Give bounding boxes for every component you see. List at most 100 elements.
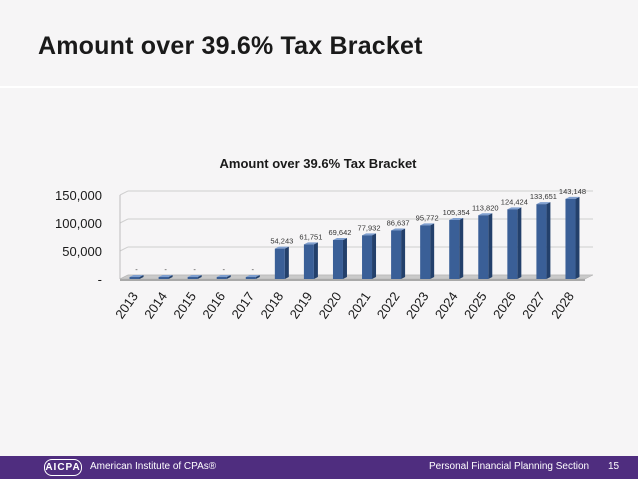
bar-2013 bbox=[129, 275, 144, 279]
x-tick-label-2024: 2024 bbox=[432, 289, 461, 321]
bar-2017 bbox=[245, 275, 260, 279]
bar-2019 bbox=[303, 242, 318, 279]
y-tick-label: 100,000 bbox=[55, 216, 102, 231]
bar-front bbox=[536, 204, 547, 279]
chart-floor-edge bbox=[120, 279, 585, 281]
data-label-2024: 105,354 bbox=[443, 208, 470, 217]
bar-side bbox=[226, 275, 231, 279]
data-label-2022: 86,637 bbox=[387, 218, 410, 227]
bar-2027 bbox=[536, 202, 551, 279]
bar-side bbox=[546, 202, 551, 279]
data-label-2016: - bbox=[222, 265, 225, 274]
data-label-2019: 61,751 bbox=[299, 232, 322, 241]
bar-2024 bbox=[449, 218, 464, 279]
bar-2018 bbox=[274, 246, 289, 279]
bar-side bbox=[488, 213, 493, 279]
bar-side bbox=[459, 218, 464, 279]
data-label-2025: 113,820 bbox=[472, 203, 499, 212]
bar-side bbox=[139, 275, 144, 279]
bar-front bbox=[507, 209, 518, 279]
bar-top bbox=[507, 207, 522, 210]
bar-2028 bbox=[565, 196, 580, 279]
bar-front bbox=[303, 244, 314, 279]
aicpa-logo: AICPA bbox=[44, 459, 82, 476]
section-name: Personal Financial Planning Section bbox=[429, 461, 590, 472]
data-label-2018: 54,243 bbox=[270, 237, 293, 246]
bar-2014 bbox=[158, 275, 173, 279]
bar-top bbox=[274, 246, 289, 249]
bar-front bbox=[449, 220, 460, 279]
bar-front bbox=[332, 240, 343, 279]
bar-top bbox=[478, 213, 493, 216]
bar-2022 bbox=[391, 228, 406, 279]
data-label-2013: - bbox=[135, 265, 138, 274]
bar-front bbox=[391, 230, 402, 279]
bar-front bbox=[274, 248, 285, 279]
data-label-2014: - bbox=[164, 265, 167, 274]
bar-chart: Amount over 39.6% Tax Bracket - - - - - 54,24… bbox=[55, 156, 594, 321]
bar-2016 bbox=[216, 275, 231, 279]
y-tick-label: - bbox=[98, 272, 102, 287]
bar-side bbox=[430, 223, 435, 279]
x-tick-label-2020: 2020 bbox=[316, 289, 345, 321]
bar-front bbox=[362, 235, 373, 279]
bar-side bbox=[342, 238, 347, 279]
x-tick-label-2025: 2025 bbox=[461, 289, 490, 321]
bar-2026 bbox=[507, 207, 522, 279]
x-tick-label-2027: 2027 bbox=[519, 289, 548, 321]
data-label-2026: 124,424 bbox=[501, 197, 528, 206]
bar-2023 bbox=[420, 223, 435, 279]
bar-side bbox=[517, 207, 522, 279]
bar-front bbox=[478, 215, 489, 279]
x-tick-label-2023: 2023 bbox=[403, 289, 432, 321]
bar-front bbox=[129, 277, 140, 279]
bar-top bbox=[129, 275, 144, 277]
bar-top bbox=[216, 275, 231, 277]
title-divider bbox=[0, 86, 638, 88]
bar-top bbox=[420, 223, 435, 226]
bar-front bbox=[420, 225, 431, 279]
bar-side bbox=[313, 242, 318, 279]
data-label-2015: - bbox=[193, 265, 196, 274]
bar-top bbox=[187, 275, 202, 277]
data-label-2028: 143,148 bbox=[559, 187, 586, 196]
bar-top bbox=[245, 275, 260, 277]
bar-top bbox=[536, 202, 551, 205]
bar-side bbox=[372, 233, 377, 279]
org-name: American Institute of CPAs® bbox=[90, 461, 217, 472]
x-tick-label-2017: 2017 bbox=[228, 289, 257, 321]
x-tick-label-2013: 2013 bbox=[112, 289, 141, 321]
chart-title: Amount over 39.6% Tax Bracket bbox=[220, 156, 418, 171]
data-label-2021: 77,932 bbox=[358, 223, 381, 232]
bar-front bbox=[187, 277, 198, 279]
y-tick-label: 50,000 bbox=[62, 244, 102, 259]
bar-2025 bbox=[478, 213, 493, 279]
bar-front bbox=[245, 277, 256, 279]
bar-2020 bbox=[332, 238, 347, 279]
bar-side bbox=[575, 196, 580, 279]
bar-top bbox=[362, 233, 377, 236]
y-tick-label: 150,000 bbox=[55, 188, 102, 203]
slide-title: Amount over 39.6% Tax Bracket bbox=[38, 32, 423, 60]
bar-2021 bbox=[362, 233, 377, 279]
bar-top bbox=[391, 228, 406, 231]
data-label-2017: - bbox=[252, 265, 255, 274]
bar-top bbox=[332, 238, 347, 241]
bar-top bbox=[158, 275, 173, 277]
bar-2015 bbox=[187, 275, 202, 279]
x-tick-label-2016: 2016 bbox=[199, 289, 228, 321]
gridline-depth bbox=[119, 246, 129, 252]
x-tick-label-2018: 2018 bbox=[257, 289, 286, 321]
x-tick-label-2021: 2021 bbox=[345, 289, 374, 321]
x-tick-label-2019: 2019 bbox=[286, 289, 315, 321]
page-number: 15 bbox=[608, 461, 620, 472]
x-tick-label-2026: 2026 bbox=[490, 289, 519, 321]
x-tick-label-2022: 2022 bbox=[374, 289, 403, 321]
bar-front bbox=[216, 277, 227, 279]
x-tick-label-2028: 2028 bbox=[548, 289, 577, 321]
x-tick-label-2015: 2015 bbox=[170, 289, 199, 321]
bar-side bbox=[197, 275, 202, 279]
bar-side bbox=[284, 246, 289, 279]
bar-top bbox=[449, 218, 464, 221]
